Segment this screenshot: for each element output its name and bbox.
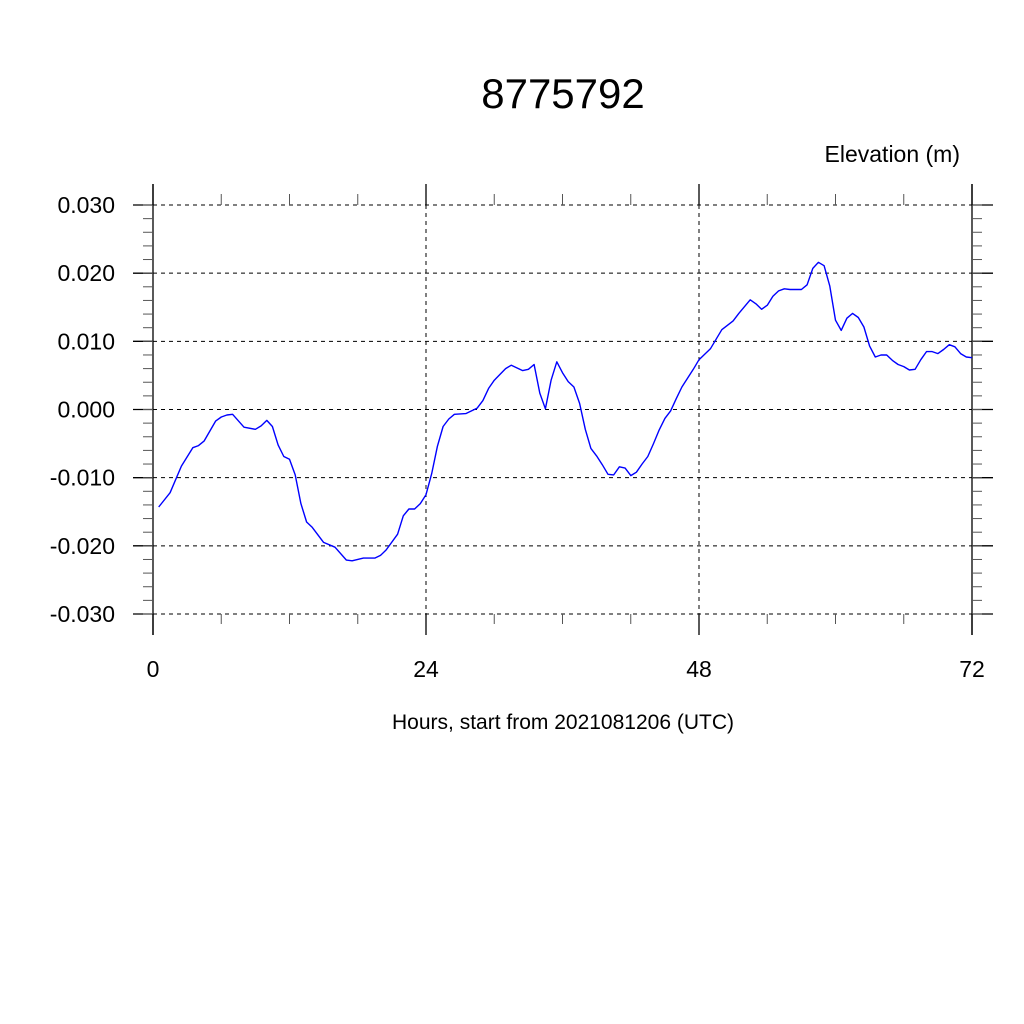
y-tick-label: -0.010: [50, 465, 115, 491]
axes: [133, 184, 993, 635]
x-tick-label: 72: [959, 656, 985, 682]
y-tick-label: 0.000: [57, 397, 115, 423]
grid-lines: [153, 204, 972, 615]
y-tick-label: -0.030: [50, 601, 115, 627]
x-tick-label: 24: [413, 656, 439, 682]
y-tick-label: 0.010: [57, 328, 115, 354]
chart-title: 8775792: [481, 70, 645, 117]
x-tick-label: 48: [686, 656, 712, 682]
elevation-series-line: [158, 261, 973, 562]
y-tick-label: -0.020: [50, 533, 115, 559]
x-tick-label: 0: [147, 656, 160, 682]
tick-labels: 0.030 0.020 0.010 0.000 -0.010 -0.020 -0.030 0 2…: [50, 192, 985, 682]
series-group: [158, 261, 973, 562]
x-axis-label: Hours, start from 2021081206 (UTC): [392, 711, 734, 734]
y-tick-label: 0.020: [57, 260, 115, 286]
y-tick-label: 0.030: [57, 192, 115, 218]
y-axis-label: Elevation (m): [825, 141, 960, 167]
